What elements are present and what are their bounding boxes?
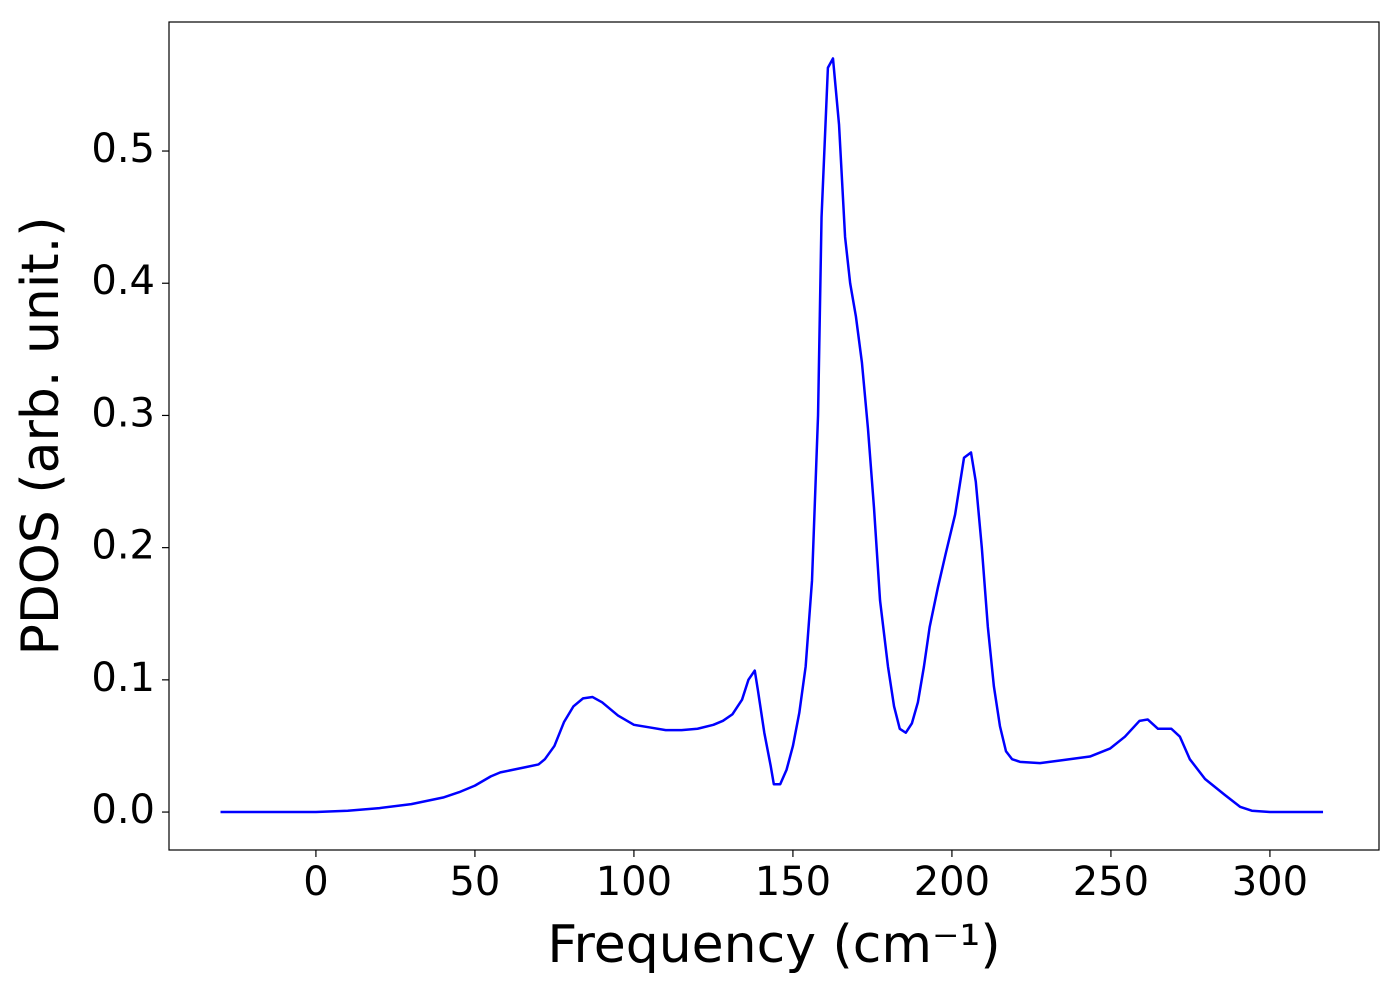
y-tick-label: 0.0 — [91, 787, 155, 833]
y-axis-label: PDOS (arb. unit.) — [11, 216, 71, 655]
y-tick-label: 0.2 — [91, 523, 155, 569]
y-tick-label: 0.3 — [91, 390, 155, 436]
y-tick-label: 0.5 — [91, 126, 155, 172]
x-tick-label: 100 — [596, 859, 672, 905]
y-tick-label: 0.4 — [91, 258, 155, 304]
x-tick-label: 0 — [303, 859, 328, 905]
x-axis-label: Frequency (cm⁻¹) — [547, 915, 1000, 975]
x-tick-label: 200 — [914, 859, 990, 905]
x-tick-label: 250 — [1073, 859, 1149, 905]
x-tick-label: 300 — [1232, 859, 1308, 905]
x-tick-label: 50 — [449, 859, 500, 905]
x-tick-label: 150 — [755, 859, 831, 905]
data-line — [220, 57, 1324, 814]
y-tick-label: 0.1 — [91, 655, 155, 701]
plot-frame — [168, 21, 1380, 851]
